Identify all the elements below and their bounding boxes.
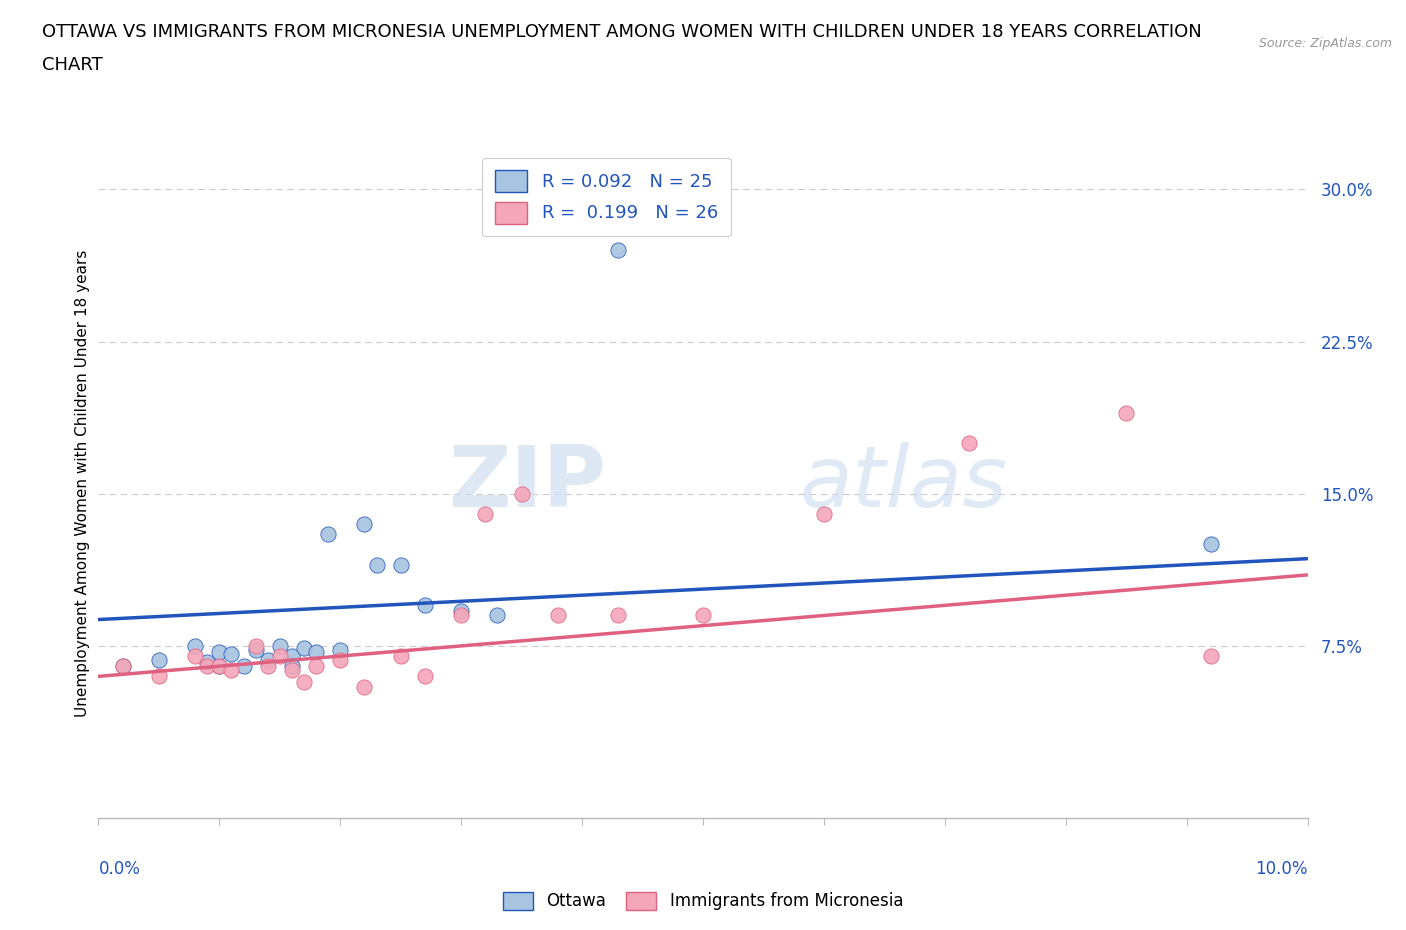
Point: [184, 639, 207, 654]
Point: [221, 663, 243, 678]
Point: [305, 644, 328, 659]
Point: [269, 639, 291, 654]
Point: [208, 644, 231, 659]
Point: [474, 507, 496, 522]
Point: [329, 643, 352, 658]
Point: [281, 663, 304, 678]
Point: [1115, 405, 1137, 420]
Text: 10.0%: 10.0%: [1256, 860, 1308, 878]
Point: [292, 641, 315, 656]
Point: [245, 639, 267, 654]
Point: [195, 658, 218, 673]
Point: [221, 646, 243, 661]
Y-axis label: Unemployment Among Women with Children Under 18 years: Unemployment Among Women with Children U…: [75, 250, 90, 717]
Point: [305, 658, 328, 673]
Point: [353, 517, 375, 532]
Text: CHART: CHART: [42, 56, 103, 73]
Point: [607, 608, 630, 623]
Point: [1199, 537, 1222, 551]
Point: [957, 435, 980, 450]
Point: [256, 658, 278, 673]
Point: [111, 658, 134, 673]
Point: [195, 655, 218, 670]
Point: [208, 658, 231, 673]
Point: [353, 679, 375, 694]
Point: [281, 648, 304, 663]
Point: [413, 669, 436, 684]
Point: [148, 653, 170, 668]
Point: [607, 243, 630, 258]
Text: 0.0%: 0.0%: [98, 860, 141, 878]
Point: [510, 486, 533, 501]
Text: Source: ZipAtlas.com: Source: ZipAtlas.com: [1258, 37, 1392, 50]
Point: [692, 608, 714, 623]
Point: [148, 669, 170, 684]
Point: [256, 653, 278, 668]
Point: [245, 643, 267, 658]
Legend: R = 0.092   N = 25, R =  0.199   N = 26: R = 0.092 N = 25, R = 0.199 N = 26: [482, 158, 731, 236]
Point: [281, 658, 304, 673]
Point: [486, 608, 509, 623]
Point: [389, 557, 412, 572]
Point: [292, 675, 315, 690]
Point: [547, 608, 569, 623]
Point: [389, 648, 412, 663]
Point: [366, 557, 388, 572]
Point: [232, 658, 254, 673]
Text: ZIP: ZIP: [449, 442, 606, 525]
Point: [329, 653, 352, 668]
Point: [1199, 648, 1222, 663]
Point: [184, 648, 207, 663]
Point: [269, 648, 291, 663]
Point: [413, 598, 436, 613]
Point: [450, 604, 472, 618]
Text: OTTAWA VS IMMIGRANTS FROM MICRONESIA UNEMPLOYMENT AMONG WOMEN WITH CHILDREN UNDE: OTTAWA VS IMMIGRANTS FROM MICRONESIA UNE…: [42, 23, 1202, 41]
Point: [111, 658, 134, 673]
Point: [813, 507, 835, 522]
Text: atlas: atlas: [800, 442, 1008, 525]
Point: [450, 608, 472, 623]
Point: [208, 658, 231, 673]
Legend: Ottawa, Immigrants from Micronesia: Ottawa, Immigrants from Micronesia: [496, 885, 910, 917]
Point: [316, 527, 339, 542]
